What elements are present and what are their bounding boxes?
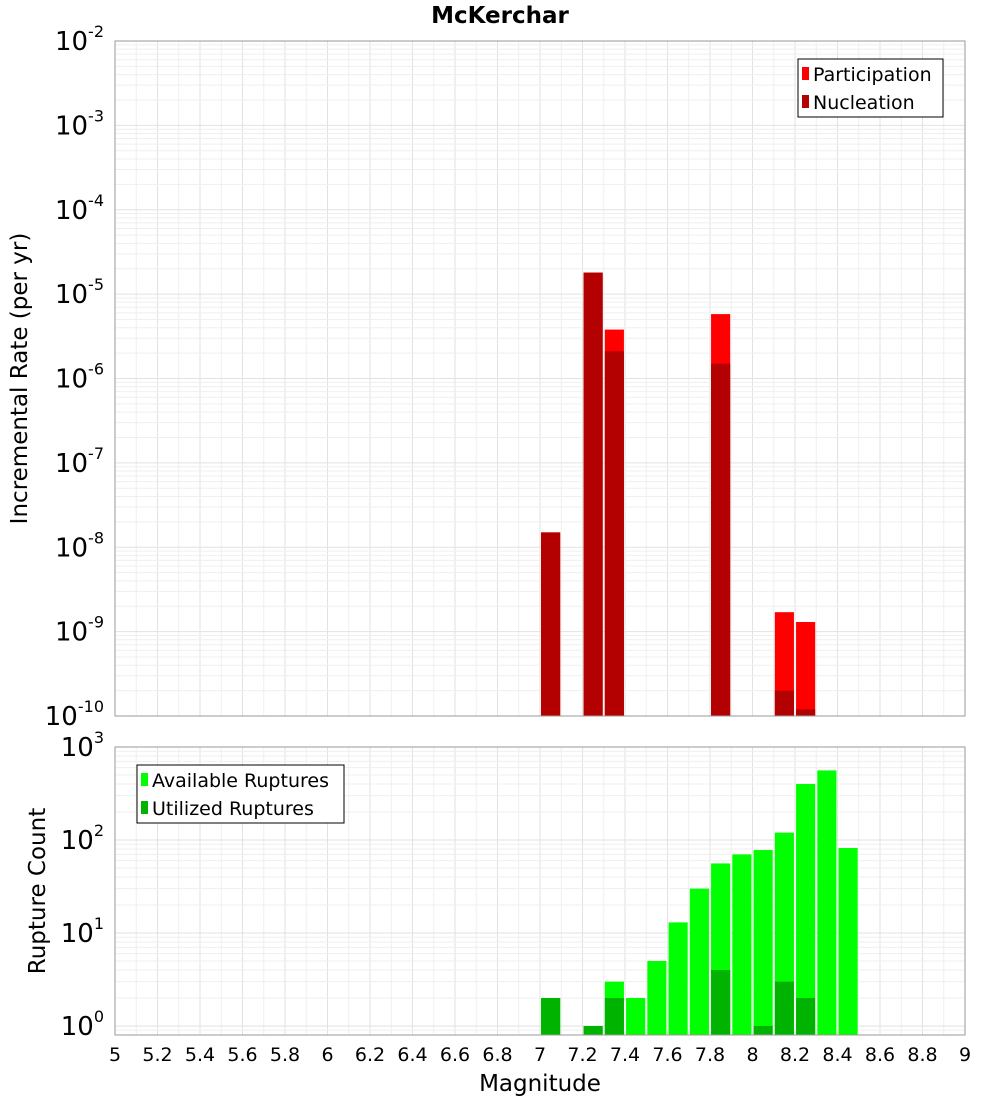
y-tick-label: 102 bbox=[61, 821, 104, 856]
x-tick-label: 8.4 bbox=[822, 1044, 852, 1066]
y-tick-label: 103 bbox=[61, 728, 104, 763]
legend: Participation Nucleation bbox=[797, 58, 944, 118]
bar bbox=[753, 1025, 773, 1035]
x-tick-label: 7.4 bbox=[610, 1044, 640, 1066]
bar bbox=[838, 848, 858, 1035]
x-tick-label: 8.6 bbox=[865, 1044, 895, 1066]
y-tick-labels: 100 101 102 103 bbox=[61, 728, 104, 1042]
x-tick-label: 8.2 bbox=[780, 1044, 810, 1066]
grid bbox=[114, 41, 966, 717]
x-tick-labels: 5 5.2 5.4 5.6 5.8 6 6.2 6.4 6.6 6.8 7 7.2 7.4 7.6 7.8 8… bbox=[109, 1044, 971, 1066]
y-tick-label: 10-2 bbox=[55, 22, 104, 57]
bar bbox=[668, 922, 688, 1035]
x-tick-label: 6.6 bbox=[440, 1044, 470, 1066]
y-axis-label: Incremental Rate (per yr) bbox=[7, 233, 33, 525]
bar bbox=[796, 622, 816, 716]
x-tick-label: 7 bbox=[534, 1044, 546, 1066]
bar bbox=[626, 997, 646, 1035]
legend-swatch bbox=[802, 67, 809, 80]
bar bbox=[774, 612, 794, 716]
y-tick-label: 10-7 bbox=[55, 444, 104, 479]
x-tick-label: 9 bbox=[959, 1044, 971, 1066]
y-tick-label: 10-6 bbox=[55, 360, 104, 395]
x-axis-label: Magnitude bbox=[479, 1071, 601, 1097]
bar bbox=[796, 709, 816, 716]
legend-label: Available Ruptures bbox=[152, 770, 329, 792]
legend-label: Nucleation bbox=[813, 92, 915, 114]
bar bbox=[774, 690, 794, 716]
plot-frame bbox=[114, 40, 966, 717]
y-tick-label: 10-10 bbox=[45, 697, 104, 732]
y-tick-label: 101 bbox=[61, 914, 104, 949]
legend: Available Ruptures Utilized Ruptures bbox=[136, 764, 345, 824]
chart-title: McKerchar bbox=[431, 3, 569, 29]
bar bbox=[647, 960, 667, 1035]
x-tick-label: 5.2 bbox=[142, 1044, 172, 1066]
bar bbox=[541, 997, 561, 1035]
bar bbox=[796, 997, 816, 1035]
bar bbox=[817, 770, 837, 1035]
x-tick-label: 8.8 bbox=[907, 1044, 937, 1066]
bar bbox=[711, 969, 731, 1035]
bar bbox=[604, 997, 624, 1035]
x-tick-label: 5.4 bbox=[185, 1044, 215, 1066]
y-tick-label: 10-5 bbox=[55, 275, 104, 310]
legend-swatch bbox=[802, 95, 809, 108]
bar bbox=[753, 850, 773, 1035]
x-tick-label: 6.2 bbox=[355, 1044, 385, 1066]
x-tick-label: 6 bbox=[321, 1044, 333, 1066]
x-tick-label: 6.8 bbox=[482, 1044, 512, 1066]
y-tick-label: 100 bbox=[61, 1007, 104, 1042]
x-tick-label: 5 bbox=[109, 1044, 121, 1066]
bar bbox=[796, 784, 816, 1035]
series-utilized-ruptures bbox=[541, 969, 816, 1035]
plot-frame bbox=[114, 746, 966, 1036]
legend-label: Utilized Ruptures bbox=[152, 798, 314, 820]
bar bbox=[541, 532, 561, 716]
bar bbox=[583, 272, 603, 716]
bar bbox=[689, 888, 709, 1035]
y-tick-label: 10-9 bbox=[55, 613, 104, 648]
bar bbox=[732, 854, 752, 1035]
bar bbox=[711, 363, 731, 716]
x-tick-label: 8 bbox=[746, 1044, 758, 1066]
x-tick-label: 7.6 bbox=[652, 1044, 682, 1066]
y-tick-label: 10-4 bbox=[55, 191, 104, 226]
bar bbox=[604, 351, 624, 716]
x-tick-label: 7.2 bbox=[567, 1044, 597, 1066]
y-tick-labels: 10-10 10-9 10-8 10-7 10-6 10-5 10-4 10-3 10-2 bbox=[45, 22, 104, 732]
series-nucleation bbox=[541, 272, 816, 716]
legend-box bbox=[797, 58, 944, 118]
x-tick-label: 5.6 bbox=[227, 1044, 257, 1066]
legend-swatch bbox=[141, 801, 148, 814]
bar bbox=[774, 981, 794, 1035]
x-tick-label: 5.8 bbox=[270, 1044, 300, 1066]
legend-box bbox=[136, 764, 345, 824]
panel-1: 10-10 10-9 10-8 10-7 10-6 10-5 10-4 10-3 10-2 Inc… bbox=[7, 3, 966, 732]
y-tick-label: 10-3 bbox=[55, 106, 104, 141]
x-tick-label: 7.8 bbox=[695, 1044, 725, 1066]
y-tick-label: 10-8 bbox=[55, 528, 104, 563]
bar bbox=[583, 1025, 603, 1035]
legend-label: Participation bbox=[813, 64, 932, 86]
y-axis-label: Rupture Count bbox=[25, 808, 51, 974]
legend-swatch bbox=[141, 773, 148, 786]
x-tick-label: 6.4 bbox=[397, 1044, 427, 1066]
